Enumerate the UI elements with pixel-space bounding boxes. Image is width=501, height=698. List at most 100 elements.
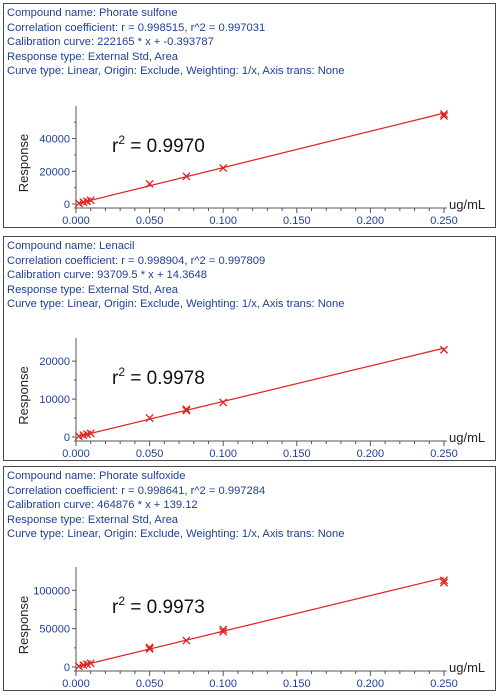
calibration-curve-label: Calibration curve:: [7, 36, 95, 49]
calibration-panel-3: Compound name: Phorate sulfoxide Correla…: [3, 466, 496, 691]
response-type-line: Response type: External Std, Area: [7, 513, 493, 528]
curve-type-value: Linear, Origin: Exclude, Weighting: 1/x,…: [67, 65, 345, 78]
calibration-chart: 0 20000 40000 0.000 0.050 0.100 0.150 0.200 0.25…: [16, 106, 485, 227]
y-tick-label: 0: [64, 662, 70, 674]
response-type-label: Response type:: [7, 513, 85, 526]
x-tick-label: 0.200: [357, 678, 385, 690]
x-tick-label: 0.100: [209, 678, 237, 690]
x-tick-label: 0.200: [357, 215, 385, 227]
r-squared-annotation: r2 = 0.9973: [112, 594, 205, 618]
compound-name-line: Compound name: Phorate sulfoxide: [7, 469, 493, 484]
compound-name-label: Compound name:: [7, 7, 96, 19]
compound-name-label: Compound name:: [7, 470, 96, 482]
data-point: [145, 643, 154, 652]
data-point: [219, 627, 228, 636]
calibration-curve-value: 222165 * x + -0.393787: [97, 36, 214, 49]
r-squared-annotation: r2 = 0.9970: [112, 133, 205, 157]
calibration-panel-1: Compound name: Phorate sulfone Correlati…: [3, 3, 496, 228]
correlation-value: r = 0.998641, r^2 = 0.997284: [121, 484, 266, 497]
curve-type-line: Curve type: Linear, Origin: Exclude, Wei…: [7, 527, 493, 542]
curve-type-line: Curve type: Linear, Origin: Exclude, Wei…: [7, 297, 493, 312]
compound-name-value: Lenacil: [99, 240, 135, 252]
panel-header: Compound name: Phorate sulfone Correlati…: [7, 6, 493, 79]
data-point: [145, 413, 154, 423]
x-tick-label: 0.000: [62, 678, 90, 690]
x-tick-label: 0.050: [136, 448, 164, 460]
y-axis-label: Response: [16, 366, 31, 425]
calibration-curve-line: Calibration curve: 464876 * x + 139.12: [7, 498, 493, 513]
correlation-line: Correlation coefficient: r = 0.998904, r…: [7, 254, 493, 269]
x-tick-label: 0.150: [283, 448, 311, 460]
data-point: [439, 111, 449, 121]
calibration-chart: 0 50000 100000 0.000 0.050 0.100 0.150 0.200 0.2…: [16, 567, 485, 690]
correlation-value: r = 0.998515, r^2 = 0.997031: [121, 21, 266, 34]
calibration-curve-value: 464876 * x + 139.12: [97, 499, 198, 512]
x-tick-label: 0.250: [430, 215, 458, 227]
y-tick-label: 10000: [39, 394, 70, 406]
curve-type-label: Curve type:: [7, 528, 65, 541]
panel-header: Compound name: Lenacil Correlation coeff…: [7, 239, 493, 312]
data-point: [219, 625, 228, 634]
calibration-chart: 0 10000 20000 0.000 0.050 0.100 0.150 0.200 0.25…: [16, 338, 485, 460]
y-axis-label: Response: [16, 134, 31, 193]
y-tick-label: 0: [64, 432, 70, 444]
data-point: [145, 644, 154, 654]
calibration-curve-value: 93709.5 * x + 14.3648: [97, 269, 207, 282]
panel-header: Compound name: Phorate sulfoxide Correla…: [7, 469, 493, 542]
calibration-fit-line: [78, 112, 445, 205]
response-type-line: Response type: External Std, Area: [7, 283, 493, 298]
correlation-label: Correlation coefficient:: [7, 254, 119, 267]
data-point: [219, 163, 228, 173]
y-axis-label: Response: [16, 596, 31, 655]
compound-name-label: Compound name:: [7, 240, 96, 252]
x-axis-label: ug/mL: [449, 430, 485, 445]
curve-type-label: Curve type:: [7, 65, 65, 78]
x-tick-label: 0.150: [283, 215, 311, 227]
calibration-curve-label: Calibration curve:: [7, 269, 95, 282]
calibration-fit-line: [78, 577, 445, 667]
response-type-label: Response type:: [7, 283, 85, 296]
r-squared-annotation: r2 = 0.9978: [112, 365, 205, 389]
calibration-curve-line: Calibration curve: 93709.5 * x + 14.3648: [7, 268, 493, 283]
x-tick-label: 0.250: [430, 678, 458, 690]
calibration-panel-2: Compound name: Lenacil Correlation coeff…: [3, 236, 496, 461]
response-type-line: Response type: External Std, Area: [7, 50, 493, 65]
curve-type-line: Curve type: Linear, Origin: Exclude, Wei…: [7, 64, 493, 79]
curve-type-value: Linear, Origin: Exclude, Weighting: 1/x,…: [67, 528, 345, 541]
data-point: [86, 659, 95, 668]
x-axis-label: ug/mL: [449, 660, 485, 675]
data-point: [439, 576, 449, 585]
y-tick-label: 0: [64, 199, 70, 211]
curve-type-value: Linear, Origin: Exclude, Weighting: 1/x,…: [67, 298, 345, 311]
y-tick-label: 100000: [33, 585, 70, 597]
data-point: [182, 636, 191, 645]
data-point: [86, 429, 95, 438]
x-tick-label: 0.150: [283, 678, 311, 690]
x-tick-label: 0.050: [136, 215, 164, 227]
compound-name-value: Phorate sulfoxide: [99, 470, 186, 482]
x-tick-label: 0.250: [430, 448, 458, 460]
data-point: [219, 398, 228, 407]
compound-name-line: Compound name: Lenacil: [7, 239, 493, 254]
correlation-value: r = 0.998904, r^2 = 0.997809: [121, 254, 266, 267]
correlation-label: Correlation coefficient:: [7, 21, 119, 34]
compound-name-value: Phorate sulfone: [99, 7, 178, 19]
data-point: [182, 406, 191, 415]
x-tick-label: 0.200: [357, 448, 385, 460]
calibration-fit-line: [78, 347, 445, 437]
correlation-label: Correlation coefficient:: [7, 484, 119, 497]
data-point: [145, 179, 154, 188]
y-tick-label: 50000: [39, 624, 70, 636]
correlation-line: Correlation coefficient: r = 0.998515, r…: [7, 21, 493, 36]
response-type-value: External Std, Area: [87, 513, 179, 526]
x-tick-label: 0.100: [209, 448, 237, 460]
curve-type-label: Curve type:: [7, 298, 65, 311]
response-type-label: Response type:: [7, 50, 85, 63]
data-point: [182, 172, 191, 181]
x-tick-label: 0.100: [209, 215, 237, 227]
data-point: [439, 345, 449, 354]
y-tick-label: 20000: [39, 166, 70, 178]
x-tick-label: 0.000: [62, 448, 90, 460]
compound-name-line: Compound name: Phorate sulfone: [7, 6, 493, 21]
response-type-value: External Std, Area: [87, 50, 179, 63]
